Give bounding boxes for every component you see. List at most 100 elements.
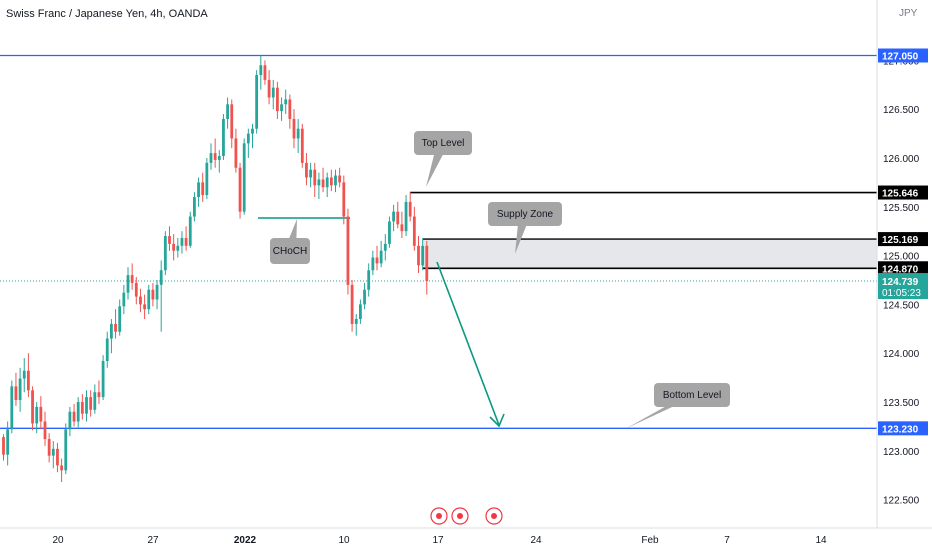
candle-body (10, 386, 14, 430)
x-tick-label: 7 (724, 535, 730, 546)
countdown-label: 01:05:23 (882, 288, 921, 299)
candle-body (56, 448, 59, 466)
candle-body (80, 401, 84, 414)
candle-body (110, 323, 113, 339)
callout-box-choch (270, 238, 310, 264)
candle-body (346, 216, 350, 285)
candle-body (412, 216, 416, 246)
candle-body (126, 275, 130, 293)
candle-body (425, 245, 429, 281)
price-tag-label: 123.230 (882, 424, 919, 435)
candle-body (400, 224, 404, 232)
candle-body (296, 128, 300, 139)
candle-body (163, 236, 167, 271)
candle-body (329, 177, 333, 186)
candle-body (251, 128, 254, 134)
candle-body (342, 182, 346, 217)
candle-body (184, 238, 188, 246)
candle-body (408, 201, 412, 217)
candle-body (197, 182, 200, 198)
candle-body (114, 323, 117, 332)
candle-body (76, 401, 80, 422)
candle-body (22, 370, 26, 379)
candle-body (51, 448, 55, 456)
candle-body (363, 289, 366, 305)
candle-body (383, 243, 387, 251)
candle-body (155, 284, 159, 300)
candle-body (242, 143, 246, 212)
callout-label-bottom-level: Bottom Level (663, 390, 721, 401)
candle-body (147, 289, 151, 310)
y-tick-label: 122.500 (883, 496, 920, 507)
candle-body (43, 421, 47, 440)
candle-body (60, 465, 63, 471)
candle-body (321, 179, 325, 188)
callout-label-choch: CHoCH (273, 246, 307, 257)
candle-body (375, 257, 379, 264)
price-tag-label: 124.870 (882, 264, 919, 275)
price-tag (878, 261, 928, 276)
candle-body (213, 153, 217, 160)
callout-box-bottom-level (654, 383, 730, 407)
callout-label-supply-zone: Supply Zone (497, 209, 554, 220)
candle-body (338, 175, 342, 183)
candle-body (176, 245, 180, 251)
candle-body (222, 118, 225, 157)
candle-body (97, 392, 101, 398)
candle-body (255, 75, 259, 129)
candle-body (284, 99, 288, 105)
candle-body (14, 386, 18, 401)
supply-zone-band (423, 239, 877, 269)
price-tag (878, 185, 928, 200)
candle-body (6, 429, 10, 455)
x-tick-label: 20 (52, 535, 64, 546)
candle-body (317, 179, 321, 186)
price-tag (878, 232, 928, 247)
candle-body (263, 65, 267, 80)
candle-body (230, 104, 234, 139)
chart-title: Swiss Franc / Japanese Yen, 4h, OANDA (6, 8, 208, 20)
candle-body (205, 162, 209, 196)
candle-body (31, 390, 34, 424)
candle-body (350, 284, 354, 324)
candle-body (367, 270, 371, 290)
candle-body (209, 153, 213, 163)
projection-arrow-head (489, 413, 505, 428)
candle-body (267, 79, 271, 98)
candle-body (72, 411, 76, 422)
x-tick-label: 17 (432, 535, 444, 546)
event-target-icon (451, 507, 469, 525)
candle-body (93, 392, 97, 410)
x-tick-label: 27 (147, 535, 159, 546)
candle-body (359, 304, 362, 320)
candle-body (68, 411, 72, 430)
candle-body (280, 104, 283, 112)
candle-body (89, 397, 93, 410)
y-tick-label: 123.000 (883, 447, 920, 458)
candle-body (334, 175, 337, 186)
current-price-label: 124.739 (882, 277, 919, 288)
y-tick-label: 123.500 (883, 398, 920, 409)
candle-body (309, 169, 312, 178)
current-price-tag (878, 273, 928, 300)
candle-body (168, 236, 171, 244)
candle-body (18, 378, 22, 401)
candle-body (193, 197, 196, 217)
candle-body (2, 437, 5, 455)
price-tag-label: 125.169 (882, 235, 919, 246)
candle-body (27, 370, 30, 391)
y-tick-label: 125.000 (883, 252, 920, 263)
price-tag (878, 48, 928, 63)
y-tick-label: 126.500 (883, 105, 920, 116)
y-tick-label: 126.000 (883, 154, 920, 165)
candle-body (300, 128, 304, 163)
price-tag-label: 125.646 (882, 189, 919, 200)
y-tick-label: 125.500 (883, 203, 920, 214)
candle-body (396, 211, 400, 225)
callout-box-top-level (414, 131, 472, 155)
candle-body (39, 406, 43, 422)
y-tick-label: 124.500 (883, 300, 920, 311)
candle-body (292, 118, 296, 139)
x-tick-label: 24 (530, 535, 542, 546)
